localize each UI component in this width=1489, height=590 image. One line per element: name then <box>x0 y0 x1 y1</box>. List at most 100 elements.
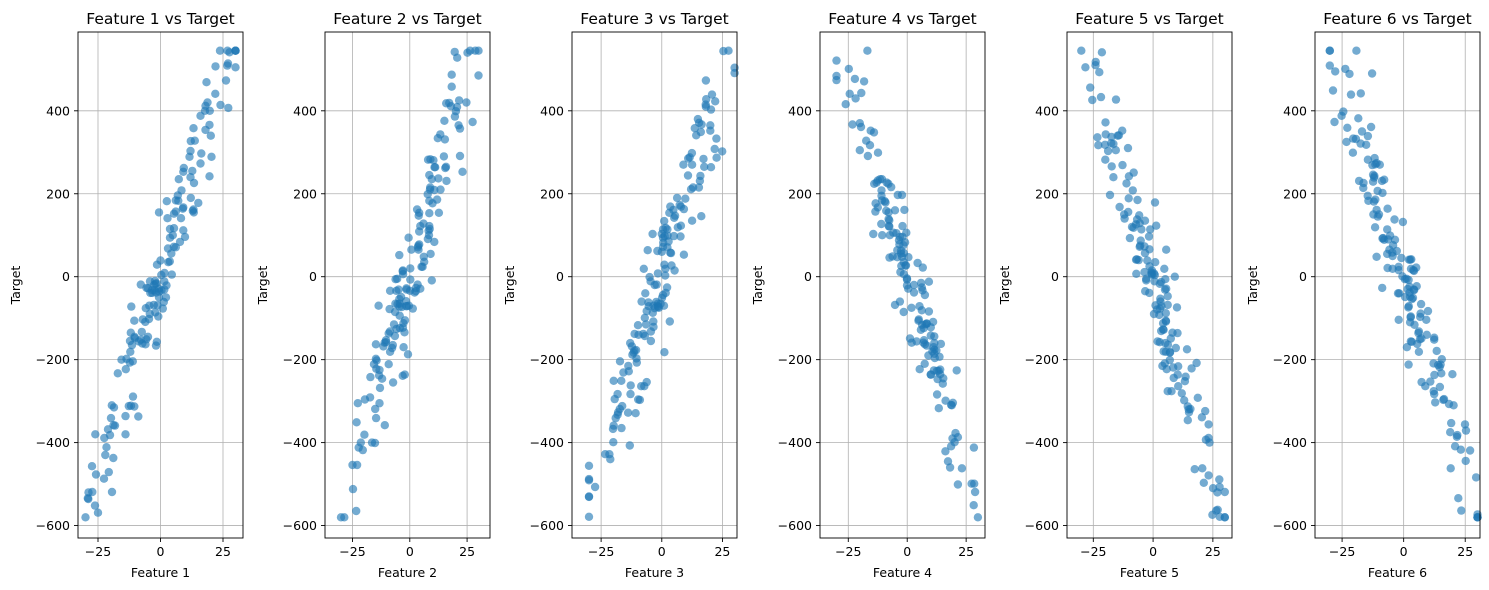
scatter-point <box>1449 401 1458 410</box>
scatter-point <box>1168 328 1177 337</box>
scatter-point <box>936 339 946 349</box>
scatter-point <box>101 450 110 460</box>
scatter-point <box>639 264 648 273</box>
scatter-point <box>1199 478 1209 487</box>
scatter-point <box>380 421 389 430</box>
scatter-point <box>211 62 220 71</box>
scatter-point <box>174 196 183 205</box>
y-tick-label: 200 <box>788 186 812 201</box>
chart-title: Feature 2 vs Target <box>333 10 481 28</box>
scatter-point <box>1432 346 1441 356</box>
scatter-point <box>1107 132 1116 142</box>
y-tick-label: −600 <box>1025 518 1059 533</box>
scatter-point <box>426 249 435 259</box>
scatter-point <box>1372 252 1381 261</box>
scatter-point <box>878 231 887 240</box>
scatter-point <box>712 134 721 143</box>
chart-title: Feature 5 vs Target <box>1075 10 1223 28</box>
scatter-point <box>675 200 684 210</box>
scatter-point <box>1146 225 1155 234</box>
axes-frame <box>571 31 738 539</box>
scatter-point <box>190 136 199 145</box>
scatter-point <box>922 319 931 328</box>
scatter-point <box>918 286 927 295</box>
scatter-point <box>584 476 594 485</box>
scatter-point <box>632 354 641 363</box>
scatter-point <box>416 221 425 231</box>
scatter-point <box>707 90 717 99</box>
y-tick-label: 200 <box>1283 186 1307 201</box>
scatter-point <box>700 162 709 171</box>
scatter-point <box>646 336 656 346</box>
scatter-point <box>1086 83 1095 92</box>
scatter-point <box>609 438 618 447</box>
scatter-point <box>666 202 675 211</box>
subplot-5: −25 0 25 −600 −400 −200 0 200 400 Feature 5 vs Ta… <box>997 10 1233 580</box>
scatter-point <box>1160 264 1169 273</box>
scatter-point <box>1372 205 1381 215</box>
scatter-point <box>1161 309 1171 318</box>
scatter-point <box>186 193 195 203</box>
x-tick-label: −25 <box>1080 544 1106 559</box>
scatter-point <box>1204 420 1213 429</box>
scatter-point <box>127 340 137 350</box>
scatter-point <box>186 173 195 182</box>
y-axis-label: Target <box>1245 266 1260 306</box>
scatter-point <box>455 151 465 161</box>
y-tick-label: 0 <box>556 269 564 284</box>
scatter-point <box>712 153 721 162</box>
scatter-point <box>1215 475 1224 484</box>
scatter-point <box>941 447 950 456</box>
scatter-point <box>427 276 436 285</box>
scatter-point <box>670 211 680 220</box>
scatter-point <box>138 339 147 348</box>
scatter-point <box>433 134 442 143</box>
scatter-point <box>102 443 111 452</box>
scatter-point <box>454 121 463 130</box>
scatter-point <box>398 266 408 275</box>
scatter-point <box>1161 316 1171 325</box>
scatter-point <box>663 231 672 240</box>
scatter-point <box>1380 235 1389 244</box>
scatter-point <box>137 327 146 337</box>
scatter-point <box>406 264 415 273</box>
scatter-point <box>414 245 423 254</box>
scatter-point <box>900 205 909 215</box>
scatter-point <box>178 204 187 213</box>
scatter-point <box>845 89 854 99</box>
scatter-point <box>1380 175 1389 184</box>
scatter-point <box>179 167 188 176</box>
x-tick-label: −25 <box>1329 544 1355 559</box>
x-tick-label: 0 <box>406 544 414 559</box>
scatter-point <box>1140 248 1150 258</box>
scatter-point <box>1156 297 1165 306</box>
scatter-point <box>196 111 205 121</box>
scatter-point <box>625 441 634 450</box>
scatter-point <box>400 370 409 379</box>
scatter-point <box>938 379 947 388</box>
scatter-point <box>404 233 413 242</box>
scatter-point <box>352 418 361 427</box>
scatter-point <box>429 156 438 165</box>
scatter-point <box>168 231 177 240</box>
scatter-point <box>660 216 669 226</box>
scatter-point <box>425 221 434 231</box>
scatter-point <box>174 175 183 184</box>
scatter-point <box>1167 387 1176 396</box>
scatter-point <box>375 383 385 393</box>
scatter-point <box>1140 216 1150 225</box>
scatter-point <box>957 464 967 473</box>
scatter-point <box>934 404 943 413</box>
scatter-point <box>447 82 456 91</box>
axes-frame <box>324 31 491 539</box>
scatter-point <box>1402 343 1412 352</box>
scatter-point <box>1448 370 1457 379</box>
scatter-point <box>1220 487 1230 497</box>
scatter-point <box>1160 359 1170 368</box>
scatter-point <box>407 245 416 254</box>
scatter-point <box>121 430 130 439</box>
scatter-point <box>468 117 477 127</box>
scatter-point <box>913 258 922 268</box>
scatter-point <box>1457 506 1466 515</box>
